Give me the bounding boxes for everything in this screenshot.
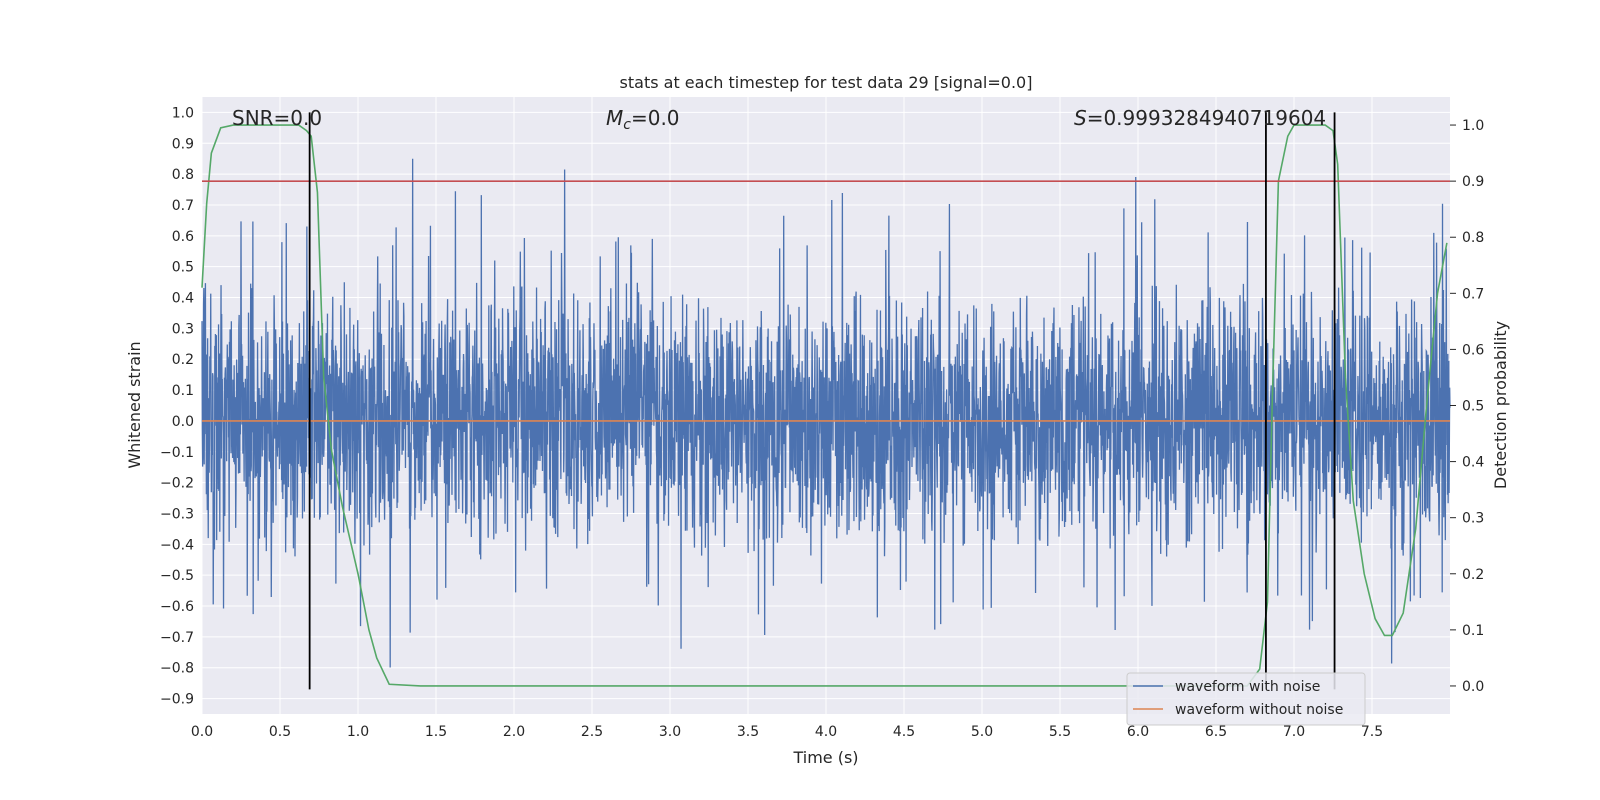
y2-tick-label-5: 0.5	[1462, 399, 1484, 415]
x-tick-label-15: 7.5	[1361, 724, 1383, 740]
snr-annotation: SNR=0.0	[232, 106, 322, 130]
y2-tick-label-8: 0.2	[1462, 567, 1484, 583]
y-tick-label-2: 0.8	[172, 167, 194, 183]
y-axis-label: Whitened strain	[125, 341, 144, 468]
y2-tick-label-4: 0.6	[1462, 342, 1484, 358]
chirp-mass-subscript: c	[623, 117, 631, 133]
y2-tick-label-0: 1.0	[1462, 118, 1484, 134]
chart-title: stats at each timestep for test data 29 …	[620, 73, 1033, 92]
tick-labels-layer: 0.0 0.5 1.0 1.5 2.0 2.5 3.0 3.5 4.0 4.5 5.0 5.5 6.0 6…	[160, 105, 1484, 740]
y2-tick-label-1: 0.9	[1462, 174, 1484, 190]
y-tick-label-13: −0.3	[160, 506, 194, 522]
y-tick-label-18: −0.8	[160, 661, 194, 677]
x-tick-label-12: 6.0	[1127, 724, 1149, 740]
chirp-mass-value: =0.0	[631, 106, 680, 130]
y-tick-label-14: −0.4	[160, 537, 194, 553]
x-axis-label: Time (s)	[792, 748, 858, 767]
y-tick-label-6: 0.4	[172, 291, 194, 307]
score-annotation: S=0.9993284940719604	[1074, 106, 1326, 130]
legend-label-waveform-with-noise: waveform with noise	[1175, 679, 1320, 695]
legend: waveform with noise waveform without noi…	[1126, 672, 1366, 726]
y-tick-label-8: 0.2	[172, 352, 194, 368]
y-tick-label-19: −0.9	[160, 692, 194, 708]
series-waveform-with-noise	[201, 158, 1451, 668]
x-tick-label-3: 1.5	[425, 724, 447, 740]
x-tick-label-10: 5.0	[971, 724, 993, 740]
y-tick-label-1: 0.9	[172, 136, 194, 152]
x-tick-label-5: 2.5	[581, 724, 603, 740]
y-tick-label-5: 0.5	[172, 260, 194, 276]
y-tick-label-15: −0.5	[160, 568, 194, 584]
y2-tick-label-7: 0.3	[1462, 511, 1484, 527]
y-tick-label-4: 0.6	[172, 229, 194, 245]
y-tick-label-7: 0.3	[172, 321, 194, 337]
x-tick-label-9: 4.5	[893, 724, 915, 740]
y-tick-label-16: −0.6	[160, 599, 194, 615]
chirp-mass-annotation: Mc=0.0	[606, 106, 680, 133]
vertical-markers-layer	[308, 112, 1336, 690]
y2-tick-label-3: 0.7	[1462, 286, 1484, 302]
y2-tick-label-10: 0.0	[1462, 679, 1484, 695]
y-tick-label-9: 0.1	[172, 383, 194, 399]
series-detection-probability	[201, 124, 1448, 687]
score-symbol: S	[1074, 106, 1087, 130]
x-tick-label-7: 3.5	[737, 724, 759, 740]
x-tick-label-4: 2.0	[503, 724, 525, 740]
noise-waveform-layer	[201, 158, 1451, 668]
y-tick-label-10: 0.0	[172, 414, 194, 430]
x-tick-label-11: 5.5	[1049, 724, 1071, 740]
y-tick-label-0: 1.0	[172, 105, 194, 121]
y-tick-label-12: −0.2	[160, 476, 194, 492]
x-tick-label-1: 0.5	[269, 724, 291, 740]
legend-box	[1126, 672, 1366, 726]
legend-label-waveform-without-noise: waveform without noise	[1175, 702, 1343, 718]
chirp-mass-symbol: M	[606, 106, 623, 130]
x-tick-label-0: 0.0	[191, 724, 213, 740]
y2-tick-label-9: 0.1	[1462, 623, 1484, 639]
y-tick-label-17: −0.7	[160, 630, 194, 646]
y-tick-label-3: 0.7	[172, 198, 194, 214]
series-lines-layer	[201, 124, 1450, 687]
y-tick-label-11: −0.1	[160, 445, 194, 461]
x-tick-label-8: 4.0	[815, 724, 837, 740]
y2-axis-label: Detection probability	[1491, 321, 1510, 489]
score-value: =0.9993284940719604	[1087, 106, 1326, 130]
x-tick-label-13: 6.5	[1205, 724, 1227, 740]
y2-tick-label-2: 0.8	[1462, 230, 1484, 246]
x-tick-label-2: 1.0	[347, 724, 369, 740]
x-tick-label-6: 3.0	[659, 724, 681, 740]
y2-tick-label-6: 0.4	[1462, 455, 1484, 471]
x-tick-label-14: 7.0	[1283, 724, 1305, 740]
